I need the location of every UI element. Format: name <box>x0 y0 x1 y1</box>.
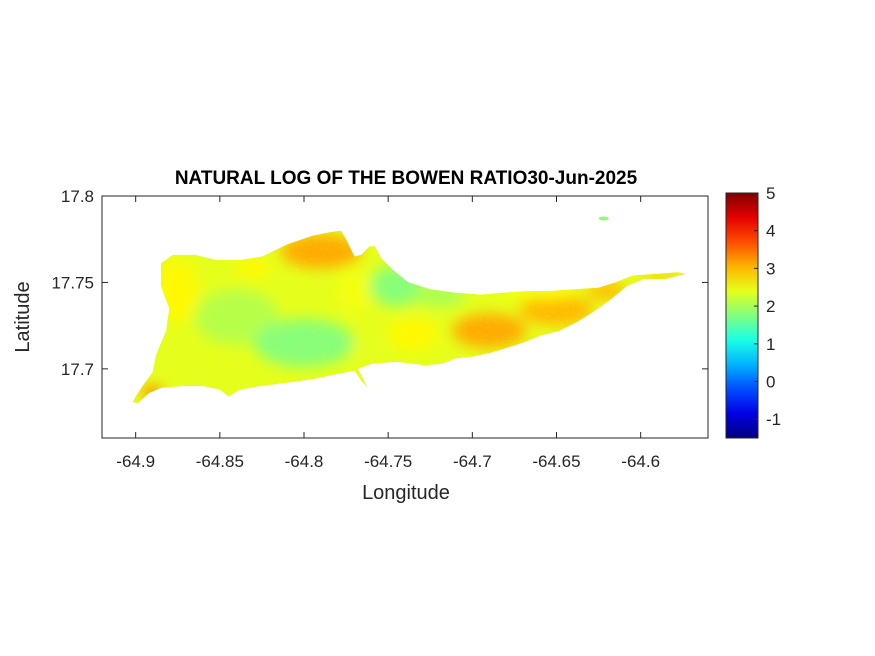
islet <box>598 216 609 221</box>
colorbar <box>725 192 759 439</box>
colorbar-tick-label: 2 <box>766 297 775 316</box>
x-tick-label: -64.6 <box>621 452 660 471</box>
x-tick-label: -64.85 <box>196 452 244 471</box>
colorbar-ticks: -1 0 1 2 3 4 5 <box>754 184 781 429</box>
x-tick-label: -64.7 <box>453 452 492 471</box>
y-tick-label: 17.7 <box>61 360 94 379</box>
x-axis-label: Longitude <box>362 482 450 504</box>
colorbar-tick-label: -1 <box>766 410 781 429</box>
x-tick-label: -64.8 <box>285 452 324 471</box>
y-axis-label: Latitude <box>12 281 34 352</box>
colorbar-tick-label: 5 <box>766 184 775 203</box>
chart-title: NATURAL LOG OF THE BOWEN RATIO30-Jun-202… <box>175 168 638 189</box>
colorbar-tick-label: 4 <box>766 222 775 241</box>
x-tick-label: -64.9 <box>116 452 155 471</box>
x-axis-ticks: -64.9 -64.85 -64.8 -64.75 -64.7 -64.65 -64.6 <box>116 196 660 471</box>
colorbar-tick-label: 1 <box>766 335 775 354</box>
x-tick-label: -64.75 <box>364 452 412 471</box>
y-axis-ticks: 17.7 17.75 17.8 <box>51 187 708 379</box>
x-tick-label: -64.65 <box>532 452 580 471</box>
y-tick-label: 17.8 <box>61 187 94 206</box>
y-tick-label: 17.75 <box>51 273 94 292</box>
colorbar-tick-label: 3 <box>766 259 775 278</box>
colorbar-tick-label: 0 <box>766 372 775 391</box>
